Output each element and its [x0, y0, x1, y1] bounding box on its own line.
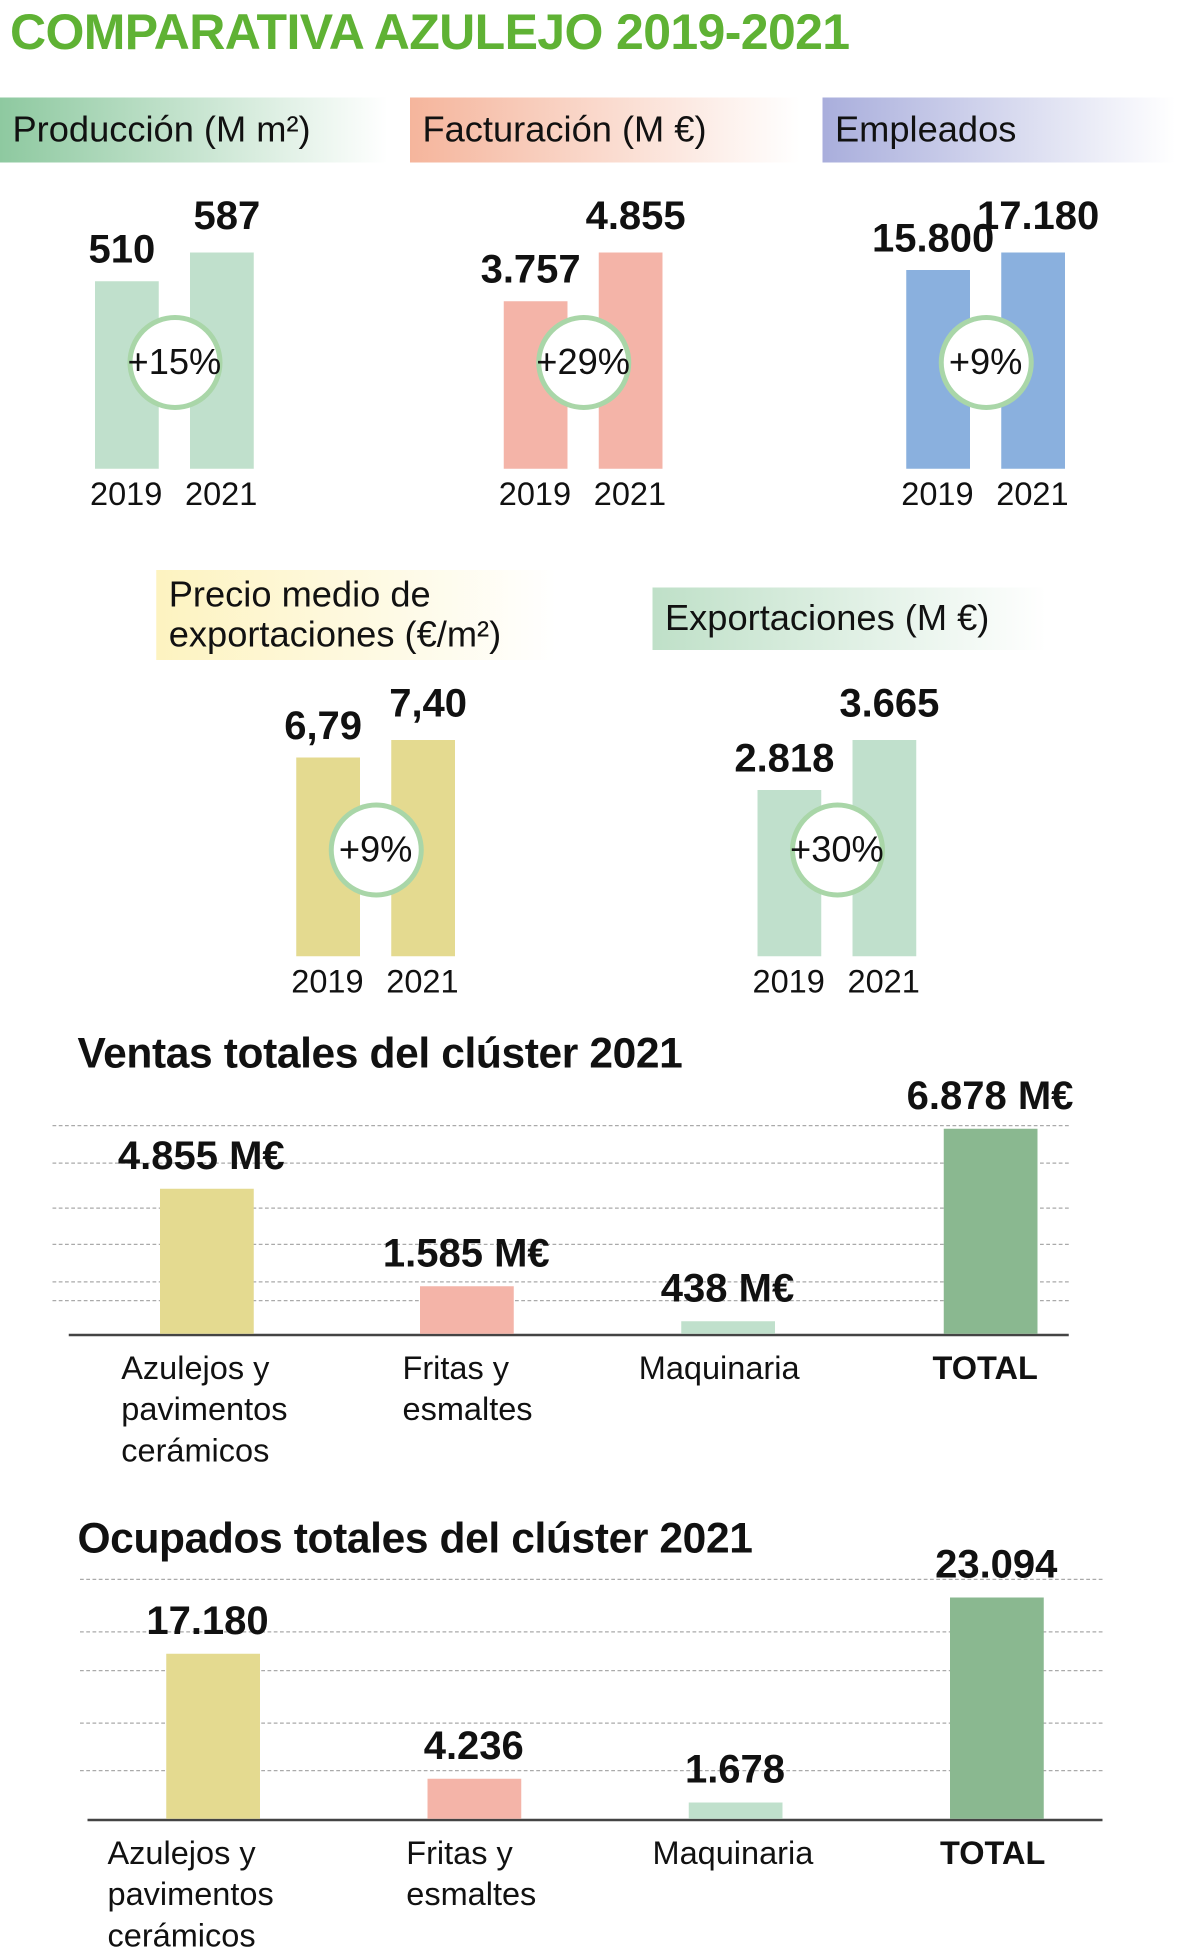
value-label: 23.094 — [935, 1541, 1058, 1587]
bar-maquinaria — [688, 1802, 783, 1819]
gridline — [80, 1670, 1103, 1672]
value-label: 438 M€ — [660, 1264, 795, 1310]
year-label: 2019 — [291, 962, 364, 1001]
value-label: 6,79 — [284, 702, 363, 748]
category-label: Fritas y esmaltes — [402, 1348, 533, 1428]
value-label: 6.878 M€ — [906, 1072, 1074, 1118]
change-badge: +9% — [328, 802, 424, 898]
value-label: 17.180 — [976, 192, 1100, 238]
gridline — [52, 1207, 1069, 1209]
change-badge: +15% — [126, 315, 222, 410]
category-label: Maquinaria — [638, 1348, 800, 1387]
value-label: 4.236 — [423, 1721, 524, 1767]
change-badge: +9% — [938, 315, 1034, 410]
category-label: Fritas y esmaltes — [406, 1833, 537, 1913]
gridline — [80, 1631, 1103, 1633]
bar-fritas-y — [427, 1778, 522, 1819]
year-label: 2019 — [498, 475, 572, 513]
year-label: 2019 — [752, 962, 825, 1001]
year-label: 2021 — [847, 962, 920, 1001]
gridline — [52, 1125, 1069, 1127]
value-label: 4.855 — [585, 192, 686, 238]
year-label: 2021 — [996, 475, 1069, 513]
value-label: 4.855 M€ — [117, 1132, 285, 1178]
category-label: Maquinaria — [652, 1833, 814, 1872]
header-produccion: Producción (M m²) — [0, 97, 388, 163]
ventas-title: Ventas totales del clúster 2021 — [77, 1030, 683, 1078]
value-label: 2.818 — [734, 734, 835, 780]
gridline — [52, 1300, 1069, 1302]
category-label: TOTAL — [940, 1833, 1046, 1872]
gridline — [52, 1243, 1069, 1245]
value-label: 1.678 — [684, 1746, 786, 1792]
gridline — [52, 1162, 1069, 1164]
header-empleados: Empleados — [822, 97, 1175, 163]
category-label: Azulejos y pavimentos cerámicos — [107, 1833, 274, 1954]
bar-maquinaria — [681, 1320, 775, 1334]
main-title: COMPARATIVA AZULEJO 2019-2021 — [10, 5, 850, 60]
value-label: 3.757 — [480, 246, 581, 292]
value-label: 17.180 — [146, 1597, 269, 1643]
year-label: 2019 — [901, 475, 974, 513]
value-label: 510 — [88, 225, 156, 271]
change-badge: +30% — [789, 802, 885, 898]
year-label: 2021 — [593, 475, 667, 513]
year-label: 2019 — [90, 475, 163, 513]
change-badge: +29% — [535, 315, 631, 410]
bar-azulejos-y — [160, 1189, 254, 1334]
bar-azulejos-y — [166, 1654, 260, 1819]
gridline — [52, 1281, 1069, 1283]
category-label: Azulejos y pavimentos cerámicos — [121, 1348, 288, 1469]
value-label: 3.665 — [839, 680, 940, 725]
gridline — [80, 1770, 1103, 1772]
value-label: 15.800 — [871, 214, 995, 260]
value-label: 587 — [193, 192, 261, 238]
header-precio-line-2: exportaciones (€/m²) — [168, 615, 502, 655]
x-axis — [87, 1818, 1103, 1822]
header-precio-medio: Precio medio de exportaciones (€/m²) — [156, 570, 557, 660]
year-label: 2021 — [185, 475, 258, 513]
header-exportaciones: Exportaciones (M €) — [652, 587, 1047, 650]
header-precio-line-1: Precio medio de — [168, 575, 431, 615]
year-label: 2021 — [386, 962, 459, 1001]
bar-total — [943, 1128, 1038, 1334]
value-label: 1.585 M€ — [382, 1230, 550, 1276]
header-facturacion: Facturación (M €) — [410, 97, 800, 163]
bar-total — [950, 1597, 1044, 1819]
value-label: 7,40 — [389, 680, 468, 725]
ocupados-title: Ocupados totales del clúster 2021 — [77, 1515, 753, 1563]
gridline — [80, 1578, 1103, 1580]
bar-fritas-y — [420, 1286, 514, 1334]
gridline — [80, 1722, 1103, 1724]
x-axis — [68, 1333, 1069, 1337]
category-label: TOTAL — [932, 1348, 1038, 1387]
